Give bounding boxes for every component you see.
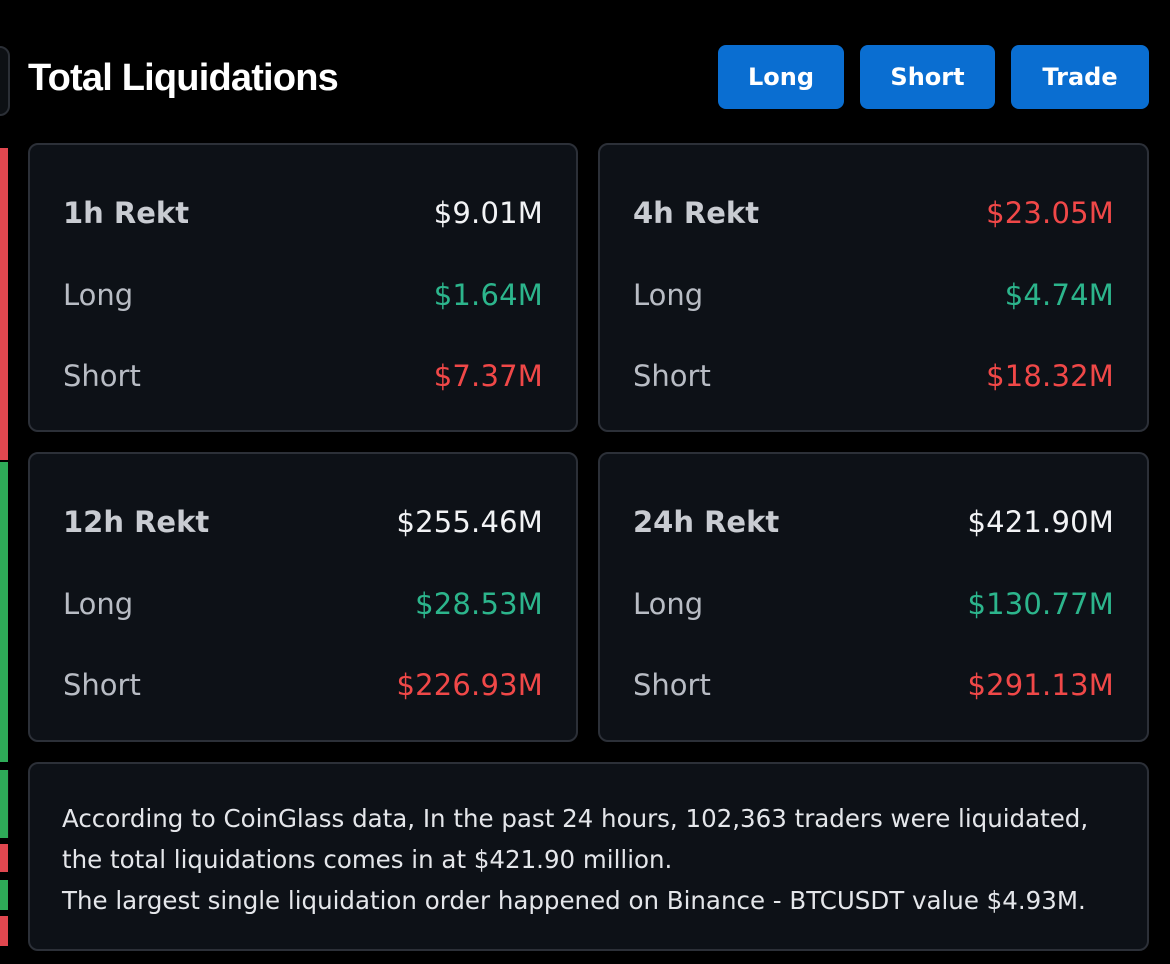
total-value: $255.46M	[396, 505, 543, 539]
liquidation-summary: According to CoinGlass data, In the past…	[28, 762, 1149, 951]
short-row: Short $291.13M	[633, 665, 1114, 705]
total-row: 24h Rekt $421.90M	[633, 502, 1114, 542]
long-row: Long $4.74M	[633, 275, 1114, 315]
period-label: 1h Rekt	[63, 196, 190, 230]
short-button[interactable]: Short	[860, 45, 995, 109]
short-label: Short	[633, 359, 711, 393]
long-label: Long	[633, 278, 704, 312]
total-value: $421.90M	[967, 505, 1114, 539]
left-panel-edge	[0, 46, 10, 116]
short-row: Short $18.32M	[633, 356, 1114, 396]
long-label: Long	[633, 587, 704, 621]
total-value: $23.05M	[986, 196, 1114, 230]
summary-text: According to CoinGlass data, In the past…	[62, 804, 1089, 874]
long-label: Long	[63, 278, 134, 312]
page-title: Total Liquidations	[28, 57, 339, 99]
period-label: 4h Rekt	[633, 196, 760, 230]
total-row: 12h Rekt $255.46M	[63, 502, 543, 542]
left-edge-chip	[0, 916, 8, 946]
largest-order-text: The largest single liquidation order hap…	[62, 886, 1086, 915]
short-row: Short $226.93M	[63, 665, 543, 705]
total-row: 1h Rekt $9.01M	[63, 193, 543, 233]
short-value: $7.37M	[433, 359, 543, 393]
short-row: Short $7.37M	[63, 356, 543, 396]
long-value: $28.53M	[415, 587, 543, 621]
period-label: 24h Rekt	[633, 505, 780, 539]
total-row: 4h Rekt $23.05M	[633, 193, 1114, 233]
left-edge-chip	[0, 770, 9, 838]
short-value: $291.13M	[967, 668, 1114, 702]
short-label: Short	[63, 668, 141, 702]
short-label: Short	[633, 668, 711, 702]
liquidation-card-1h: 1h Rekt $9.01M Long $1.64M Short $7.37M	[28, 143, 578, 432]
long-row: Long $28.53M	[63, 584, 543, 624]
period-label: 12h Rekt	[63, 505, 210, 539]
short-value: $18.32M	[986, 359, 1114, 393]
left-edge-chip	[0, 880, 8, 910]
left-edge-chip	[0, 844, 8, 872]
long-label: Long	[63, 587, 134, 621]
long-value: $1.64M	[433, 278, 543, 312]
short-value: $226.93M	[396, 668, 543, 702]
left-edge-red-block	[0, 148, 8, 460]
long-button[interactable]: Long	[718, 45, 844, 109]
liquidation-card-12h: 12h Rekt $255.46M Long $28.53M Short $22…	[28, 452, 578, 742]
liquidation-card-24h: 24h Rekt $421.90M Long $130.77M Short $2…	[598, 452, 1149, 742]
total-value: $9.01M	[433, 196, 543, 230]
trade-button[interactable]: Trade	[1011, 45, 1149, 109]
short-label: Short	[63, 359, 141, 393]
long-row: Long $130.77M	[633, 584, 1114, 624]
long-row: Long $1.64M	[63, 275, 543, 315]
left-edge-green-block	[0, 462, 8, 762]
liquidation-card-4h: 4h Rekt $23.05M Long $4.74M Short $18.32…	[598, 143, 1149, 432]
long-value: $130.77M	[967, 587, 1114, 621]
long-value: $4.74M	[1004, 278, 1114, 312]
